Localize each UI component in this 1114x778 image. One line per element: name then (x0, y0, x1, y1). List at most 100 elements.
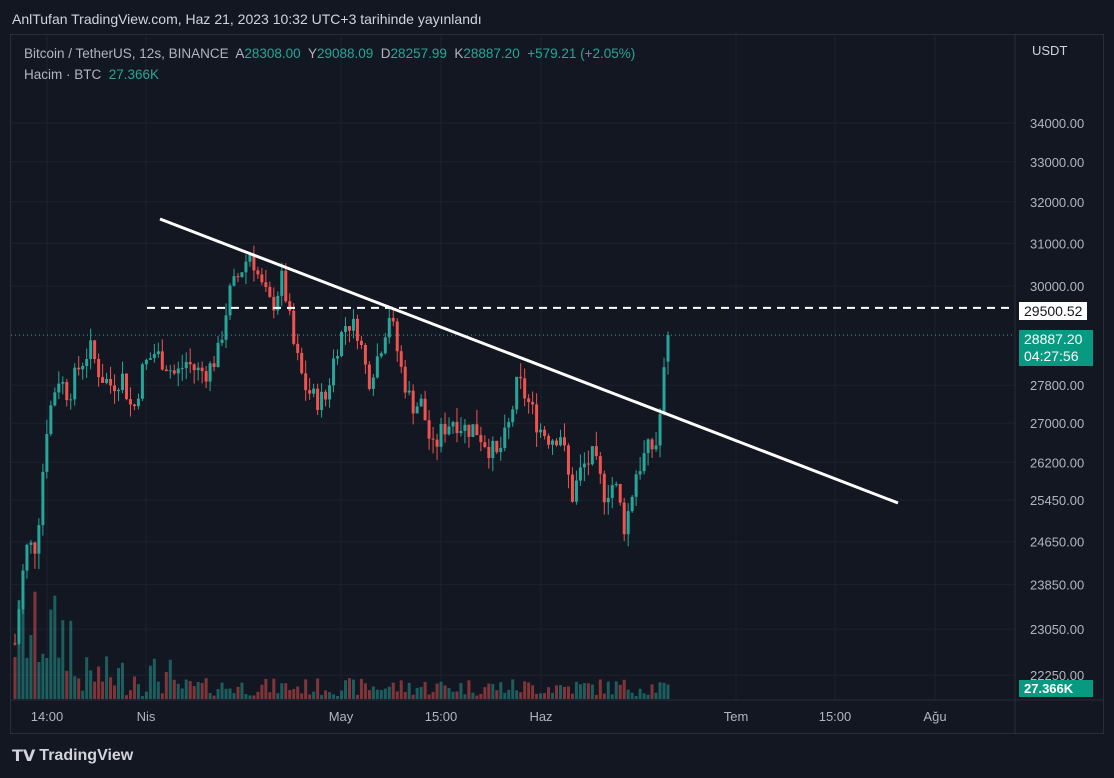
volume-bar (582, 683, 586, 699)
volume-bar (236, 686, 240, 699)
volume-bar (658, 682, 662, 699)
volume-bar (280, 683, 284, 699)
volume-bar (156, 681, 160, 699)
volume-bar (650, 684, 654, 699)
candle-body (240, 272, 244, 278)
volume-bar (49, 609, 53, 699)
volume-bar (491, 684, 495, 699)
volume-bar (602, 693, 606, 699)
volume-bar (367, 690, 371, 699)
candle-body (89, 340, 93, 360)
volume-bar (228, 688, 232, 699)
candle-body (332, 358, 336, 386)
candle-body (638, 471, 642, 475)
volume-bar (288, 689, 292, 699)
candle-body (216, 342, 220, 368)
candle-body (172, 370, 176, 374)
candle-body (467, 424, 471, 437)
y-tick-label: 25450.00 (1030, 493, 1084, 508)
tradingview-logo[interactable]: 𝗧𝗩 TradingView (12, 746, 133, 766)
volume-bar (188, 681, 192, 699)
volume-bar (471, 692, 475, 699)
candle-body (37, 525, 41, 554)
volume-bar (666, 684, 670, 699)
candle-body (523, 378, 527, 399)
volume-bar (383, 688, 387, 699)
candle-body (626, 511, 630, 535)
candle-body (543, 429, 547, 436)
volume-bar (140, 695, 144, 699)
volume-bar (121, 662, 125, 699)
volume-bar (654, 692, 658, 699)
candle-body (256, 270, 260, 275)
volume-bar (431, 691, 435, 699)
candle-body (340, 331, 343, 357)
volume-bar (81, 690, 85, 699)
volume-bar (144, 691, 148, 699)
candle-body (395, 321, 399, 352)
volume-bar (53, 595, 57, 699)
volume-bar (630, 692, 634, 699)
volume-bar (407, 682, 411, 699)
volume-bar (248, 695, 252, 699)
volume-bar (551, 692, 555, 699)
volume-bar (65, 670, 69, 699)
candle-body (260, 274, 264, 283)
volume-bar (264, 678, 268, 699)
x-tick-label: Haz (529, 709, 552, 724)
candle-body (491, 440, 495, 459)
volume-bar (148, 665, 152, 699)
candle-body (451, 422, 455, 427)
symbol-label[interactable]: Bitcoin / TetherUS, 12s, BINANCE (24, 46, 229, 61)
candle-body (439, 423, 443, 447)
candle-body (228, 285, 232, 316)
candle-body (69, 399, 73, 401)
volume-bar (77, 678, 81, 699)
volume-bar (13, 657, 17, 699)
volume-label[interactable]: Hacim · BTC (24, 67, 102, 82)
y-tick-label: 33000.00 (1030, 155, 1084, 170)
x-tick-label: 14:00 (31, 709, 64, 724)
candle-body (403, 366, 407, 393)
candle-body (33, 542, 37, 554)
volume-bar (192, 686, 196, 699)
candle-body (630, 496, 634, 512)
volume-bar (312, 691, 316, 699)
y-tick-label: 22250.00 (1030, 668, 1084, 683)
candle-body (124, 373, 128, 400)
candle-body (128, 399, 132, 405)
candle-body (423, 398, 427, 421)
volume-bar (109, 677, 113, 699)
volume-bar (475, 695, 479, 699)
candle-body (407, 390, 411, 393)
y-tick-label: 27800.00 (1030, 378, 1084, 393)
candle-body (419, 398, 423, 407)
candle-body (236, 276, 240, 278)
candle-body (574, 480, 578, 502)
candle-body (268, 286, 272, 297)
volume-bar (443, 685, 447, 699)
candle-body (610, 485, 614, 498)
volume-bar (212, 695, 216, 699)
chart-frame[interactable] (10, 34, 1104, 734)
candle-body (117, 389, 121, 392)
candle-body (212, 363, 216, 368)
volume-bar (558, 685, 562, 699)
candle-body (463, 424, 467, 431)
candle-body (220, 339, 224, 343)
candle-body (347, 326, 351, 331)
candle-body (272, 296, 276, 311)
volume-bar (296, 686, 300, 699)
candle-body (415, 406, 419, 414)
candle-body (391, 317, 395, 322)
candle-body (136, 398, 140, 407)
volume-bar (447, 687, 451, 699)
y-tick-label: 23050.00 (1030, 622, 1084, 637)
volume-bar (216, 688, 220, 699)
volume-bar (105, 656, 109, 699)
change-value: +579.21 (+2.05%) (527, 46, 636, 61)
candle-body (276, 295, 280, 311)
candle-body (308, 390, 312, 394)
volume-bar (260, 684, 264, 699)
